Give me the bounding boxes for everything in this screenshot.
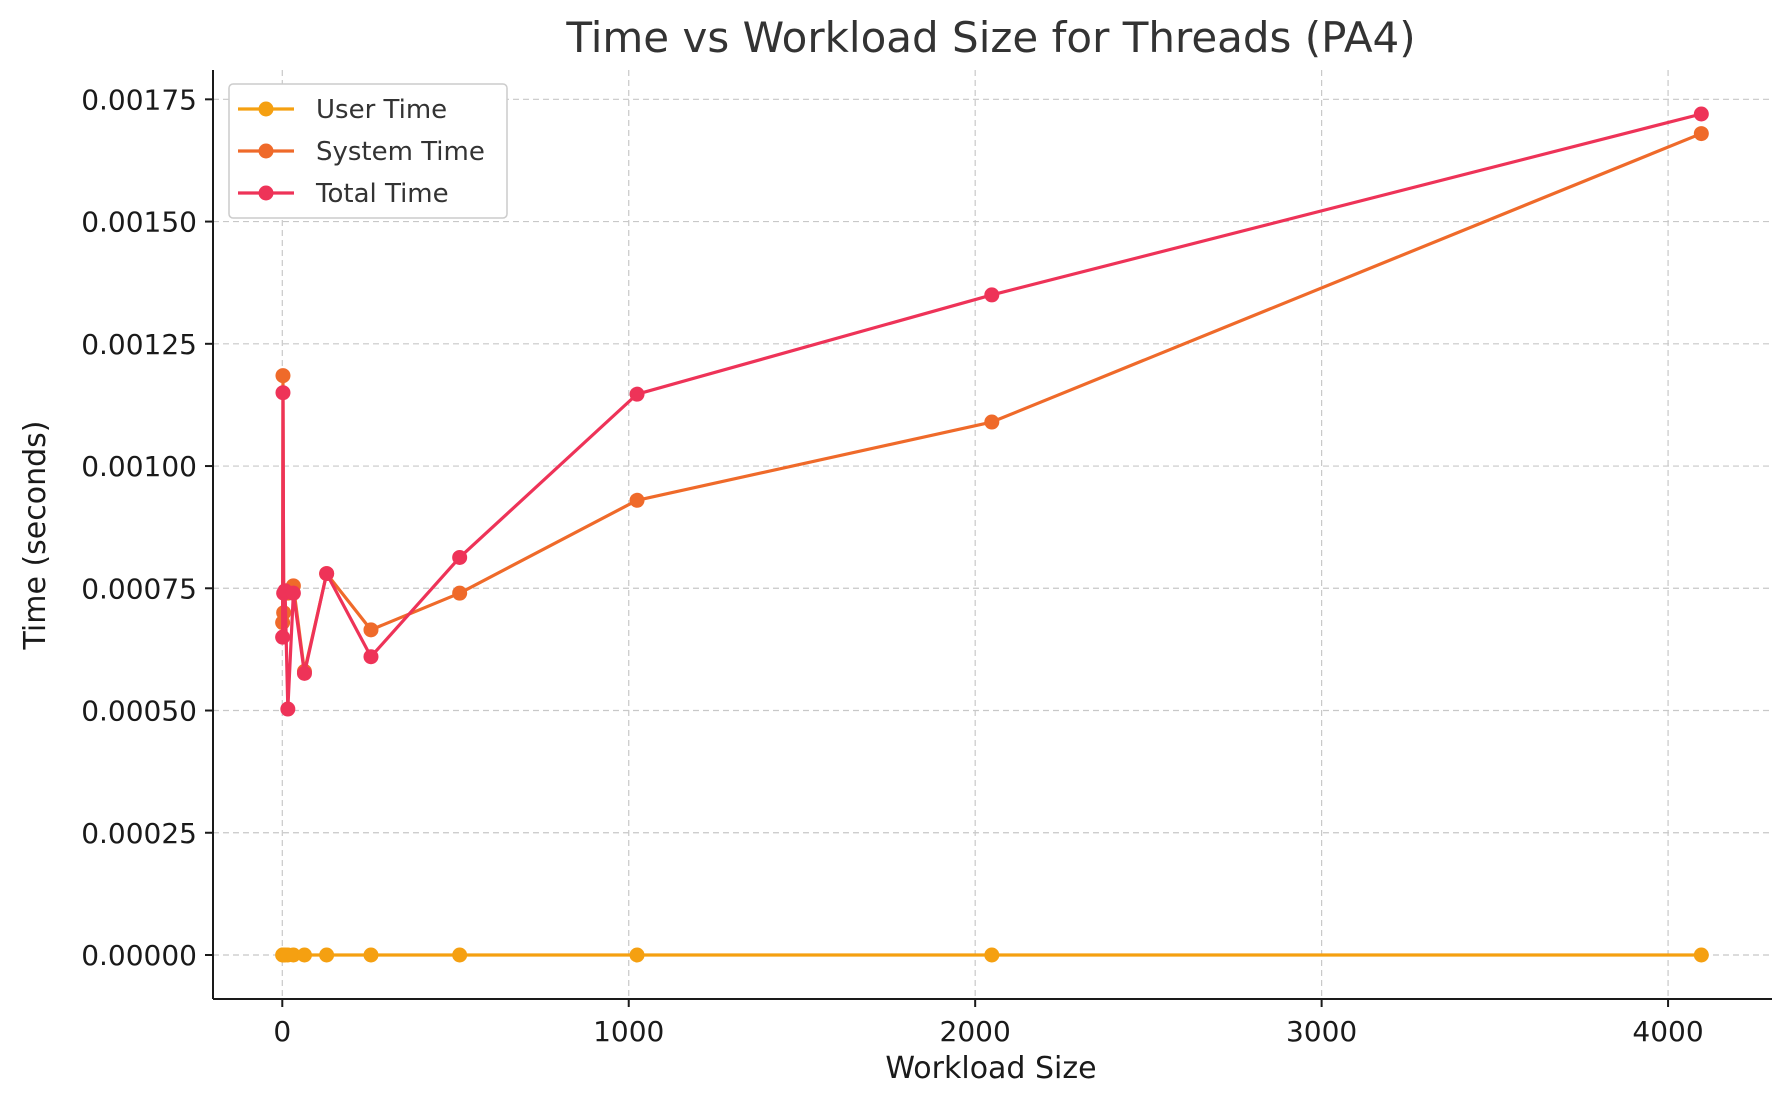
- system-time-point: [1693, 126, 1709, 142]
- x-axis-title: Workload Size: [885, 1051, 1096, 1086]
- total-time-point: [363, 649, 379, 665]
- total-time-series: [275, 106, 1709, 717]
- x-tick-label: 2000: [940, 1015, 1011, 1048]
- total-time-point: [275, 629, 291, 645]
- total-time-point: [296, 665, 312, 681]
- system-time-point: [363, 622, 379, 638]
- y-tick-label: 0.00025: [81, 817, 197, 850]
- y-axis-title: Time (seconds): [18, 421, 53, 651]
- legend-item-total-time: Total Time: [238, 179, 449, 209]
- total-time-point: [285, 585, 301, 601]
- user-time-point: [285, 947, 301, 963]
- total-time-point: [1693, 106, 1709, 122]
- total-time-point: [452, 549, 468, 565]
- legend-item-system-time: System Time: [238, 137, 485, 167]
- user-time-point: [984, 947, 1000, 963]
- x-tick-label: 3000: [1286, 1015, 1357, 1048]
- legend-label: Total Time: [315, 179, 449, 209]
- y-tick-label: 0.00125: [81, 328, 197, 361]
- grid-lines: [213, 70, 1772, 999]
- user-time-point: [296, 947, 312, 963]
- user-time-point: [319, 947, 335, 963]
- series-lines: [275, 106, 1709, 963]
- total-time-point: [319, 566, 335, 582]
- x-tick-label: 4000: [1632, 1015, 1703, 1048]
- y-tick-label: 0.00000: [81, 939, 197, 972]
- system-time-point: [275, 368, 291, 384]
- total-time-point: [984, 287, 1000, 303]
- legend-swatch-marker: [258, 101, 274, 117]
- legend-label: System Time: [316, 137, 485, 167]
- total-time-point: [280, 701, 296, 717]
- user-time-point: [363, 947, 379, 963]
- y-tick-label: 0.00100: [81, 450, 197, 483]
- system-time-point: [452, 585, 468, 601]
- y-tick-label: 0.00050: [81, 695, 197, 728]
- tick-labels: 0 1000 2000 3000 4000 0.00000 0.00025 0.00050 0.…: [81, 83, 1703, 1048]
- chart-title: Time vs Workload Size for Threads (PA4): [565, 13, 1415, 62]
- system-time-point: [629, 492, 645, 508]
- user-time-point: [629, 947, 645, 963]
- legend-item-user-time: User Time: [238, 95, 447, 125]
- y-tick-label: 0.00075: [81, 572, 197, 605]
- x-tick-label: 1000: [593, 1015, 664, 1048]
- x-tick-label: 0: [273, 1015, 291, 1048]
- user-time-point: [452, 947, 468, 963]
- system-time-point: [984, 414, 1000, 430]
- axes: [212, 70, 1772, 1000]
- y-tick-label: 0.00150: [81, 206, 197, 239]
- total-time-point: [275, 385, 291, 401]
- user-time-series: [275, 947, 1709, 963]
- user-time-point: [1693, 947, 1709, 963]
- total-time-point: [629, 386, 645, 402]
- legend-swatch-marker: [258, 143, 274, 159]
- legend-frame: [228, 83, 508, 219]
- legend: User Time System Time Total Time: [228, 83, 508, 219]
- legend-swatch-marker: [258, 185, 274, 201]
- y-tick-label: 0.00175: [81, 83, 197, 116]
- legend-label: User Time: [316, 95, 447, 125]
